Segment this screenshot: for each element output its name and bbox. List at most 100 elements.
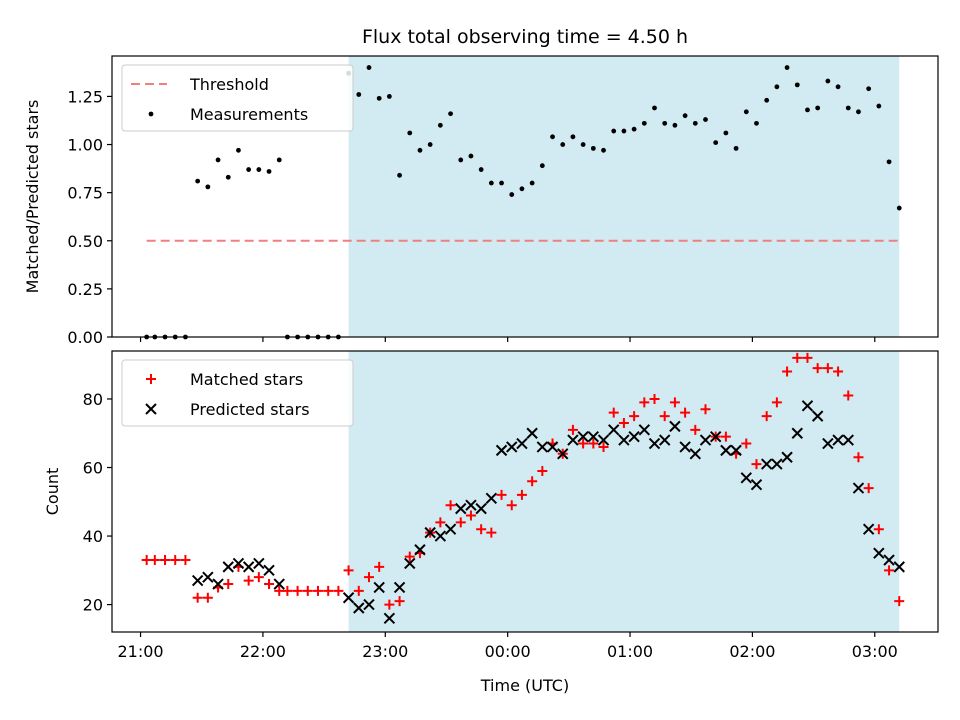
measurements-point bbox=[195, 178, 201, 184]
legend-x-swatch bbox=[145, 403, 157, 415]
matched-stars-point bbox=[363, 572, 374, 583]
measurements-point bbox=[825, 78, 831, 84]
predicted-stars-point bbox=[648, 437, 661, 450]
measurements-point bbox=[733, 145, 739, 151]
measurements-point bbox=[509, 192, 515, 197]
measurements-point bbox=[703, 117, 708, 122]
y-tick-label: 0.75 bbox=[67, 184, 103, 203]
matched-stars-point bbox=[649, 393, 660, 404]
predicted-stars-point bbox=[516, 437, 528, 450]
predicted-stars-point bbox=[242, 561, 255, 573]
predicted-stars-point bbox=[373, 581, 385, 594]
predicted-stars-point bbox=[822, 437, 834, 450]
matched-stars-point bbox=[253, 572, 264, 583]
legend-box bbox=[121, 359, 354, 427]
matched-stars-point bbox=[394, 596, 405, 607]
predicted-stars-point bbox=[771, 458, 783, 470]
measurements-point bbox=[539, 163, 545, 169]
predicted-stars-point bbox=[273, 578, 285, 590]
predicted-stars-point bbox=[750, 478, 763, 491]
matched-stars-point bbox=[486, 527, 497, 538]
measurements-point bbox=[590, 145, 596, 151]
measurements-point bbox=[529, 180, 535, 186]
measurements-point bbox=[458, 157, 464, 163]
measurements-point bbox=[376, 95, 382, 101]
measurements-point bbox=[519, 186, 525, 192]
matched-stars-point bbox=[353, 585, 364, 596]
matched-stars-point bbox=[578, 438, 589, 449]
matched-stars-point bbox=[445, 500, 456, 511]
matched-stars-point bbox=[149, 555, 160, 566]
matched-stars-point bbox=[873, 524, 884, 535]
matched-stars-point bbox=[618, 417, 629, 428]
predicted-stars-point bbox=[832, 434, 844, 446]
predicted-stars-point bbox=[222, 561, 234, 573]
legend-label: Predicted stars bbox=[190, 400, 310, 419]
matched-stars-point bbox=[771, 397, 782, 408]
matched-stars-point bbox=[243, 575, 254, 586]
predicted-stars-point bbox=[212, 578, 224, 590]
measurements-point bbox=[896, 205, 902, 211]
predicted-stars-point bbox=[232, 557, 245, 570]
measurements-point bbox=[560, 142, 566, 147]
measurements-point bbox=[682, 113, 688, 119]
matched-stars-point bbox=[639, 397, 650, 408]
matched-stars-point bbox=[465, 510, 476, 521]
matched-stars-point bbox=[516, 489, 527, 500]
measurements-point bbox=[468, 153, 474, 159]
measurements-point bbox=[815, 105, 821, 111]
matched-stars-point bbox=[894, 596, 905, 607]
predicted-stars-point bbox=[404, 557, 416, 570]
legend-plus-swatch bbox=[146, 374, 156, 384]
matched-stars-point bbox=[404, 551, 415, 562]
predicted-stars-point bbox=[893, 561, 905, 573]
matched-stars-point bbox=[192, 592, 203, 603]
matched-stars-point bbox=[700, 404, 711, 415]
measurements-point bbox=[662, 120, 668, 126]
predicted-stars-point bbox=[393, 581, 406, 594]
matched-stars-point bbox=[822, 363, 833, 374]
measurements-point bbox=[611, 128, 617, 134]
matched-stars-point bbox=[863, 483, 874, 494]
y-tick-label: 60 bbox=[83, 459, 103, 478]
measurements-point bbox=[570, 134, 576, 140]
predicted-stars-point bbox=[760, 458, 773, 470]
predicted-stars-point bbox=[577, 430, 589, 443]
legend-label: Matched stars bbox=[190, 370, 303, 389]
predicted-stars-point bbox=[689, 448, 702, 460]
predicted-stars-point bbox=[414, 544, 426, 556]
measurements-point bbox=[774, 84, 780, 90]
predicted-stars-point bbox=[506, 441, 518, 453]
measurements-point bbox=[215, 157, 221, 163]
measurements-point bbox=[743, 109, 749, 115]
matched-stars-point bbox=[506, 500, 517, 511]
shaded-observing-interval bbox=[348, 56, 900, 337]
axes-frame bbox=[111, 55, 939, 338]
predicted-stars-point bbox=[669, 420, 681, 433]
legend-label: Measurements bbox=[190, 105, 308, 124]
measurements-point bbox=[652, 105, 657, 111]
predicted-stars-point bbox=[455, 502, 467, 515]
matched-stars-point bbox=[455, 517, 466, 528]
predicted-stars-point bbox=[353, 602, 365, 614]
x-tick-label: 03:00 bbox=[852, 642, 898, 661]
legend-dot-swatch bbox=[148, 111, 154, 117]
matched-stars-point bbox=[343, 565, 354, 576]
predicted-stars-point bbox=[811, 410, 824, 422]
matched-stars-point bbox=[180, 555, 191, 566]
predicted-stars-point bbox=[546, 441, 559, 453]
matched-stars-point bbox=[598, 441, 609, 452]
predicted-stars-point bbox=[424, 526, 436, 539]
chart-title: Flux total observing time = 4.50 h bbox=[362, 26, 688, 48]
matched-stars-point bbox=[323, 585, 334, 596]
predicted-stars-point bbox=[730, 444, 742, 457]
measurements-point bbox=[427, 142, 433, 147]
measurements-point bbox=[550, 134, 555, 140]
x-tick-label: 21:00 bbox=[117, 642, 163, 661]
x-tick-label: 22:00 bbox=[240, 642, 286, 661]
measurements-point bbox=[713, 140, 719, 146]
predicted-stars-point bbox=[862, 523, 875, 535]
predicted-stars-point bbox=[709, 430, 722, 443]
predicted-stars-point bbox=[253, 557, 265, 570]
x-tick-label: 23:00 bbox=[362, 642, 408, 661]
